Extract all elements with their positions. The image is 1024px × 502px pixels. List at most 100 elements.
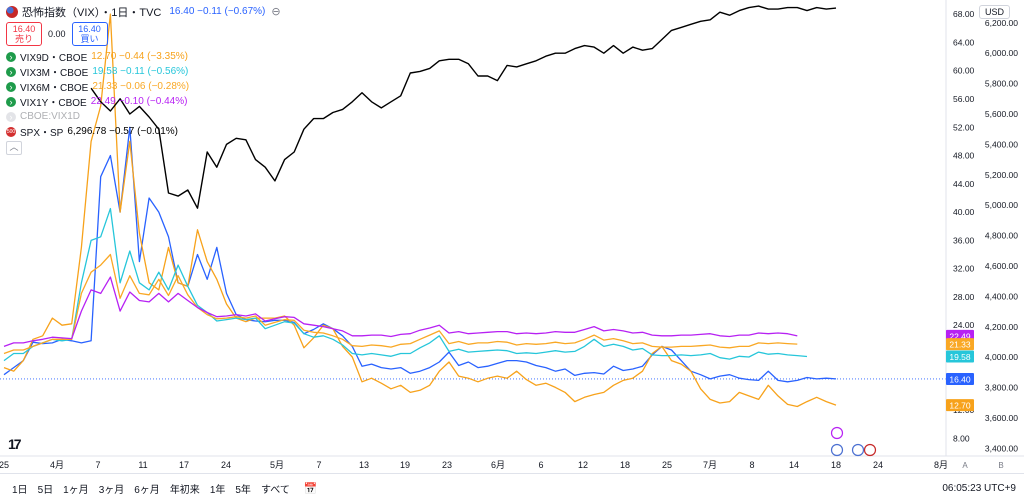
series-line	[3, 13, 837, 408]
y-tick-label: 44.00	[953, 179, 975, 189]
y2-tick-label: 4,800.00	[985, 231, 1018, 241]
x-tick-label: 23	[442, 460, 452, 470]
x-tick-label: 18	[831, 460, 841, 470]
price-label: 12.70	[949, 401, 971, 411]
y2-tick-label: 5,200.00	[985, 170, 1018, 180]
price-label-box	[946, 372, 974, 385]
legend-name: VIX1Y・CBOE	[20, 98, 87, 109]
y2-tick-label: 5,400.00	[985, 139, 1018, 149]
x-tick-label: 18	[620, 460, 630, 470]
x-tick-label: 24	[221, 460, 231, 470]
legend-item[interactable]: › CBOE:VIX1D	[6, 109, 281, 124]
price-label: 22.49	[949, 331, 971, 341]
x-tick-label: 8月	[934, 460, 948, 470]
y-tick-label: 60.00	[953, 66, 975, 76]
legend-item[interactable]: › VIX6M・CBOE 21.33 −0.06 (−0.28%)	[6, 79, 281, 94]
legend-item[interactable]: › VIX1Y・CBOE 22.49 −0.10 (−0.44%)	[6, 94, 281, 109]
price-label-box	[946, 350, 974, 363]
x-tick-label: 5月	[270, 460, 284, 470]
timeframe-button[interactable]: すべて	[260, 484, 290, 496]
y-tick-label: 56.00	[953, 94, 975, 104]
y2-tick-label: 3,600.00	[985, 413, 1018, 423]
x-tick-label: 13	[359, 460, 369, 470]
timeframe-button[interactable]: 3ヶ月	[98, 484, 125, 496]
x-tick-label: 25	[0, 460, 9, 470]
y2-tick-label: 4,200.00	[985, 322, 1018, 332]
collapse-legend-icon[interactable]: ︿	[6, 141, 22, 155]
y-tick-label: 36.00	[953, 235, 975, 245]
series-arrow-icon: ›	[6, 111, 16, 122]
x-tick-label: 6	[538, 460, 543, 470]
y-tick-label: 8.00	[953, 433, 970, 443]
x-tick-label: 12	[578, 460, 588, 470]
chart-legend: 恐怖指数（VIX）・1日・TVC 16.40 −0.11 (−0.67%) ⊖ …	[6, 4, 281, 155]
log-scale-icon: B	[998, 461, 1003, 470]
y2-tick-label: 5,600.00	[985, 109, 1018, 119]
y2-tick-label: 4,000.00	[985, 352, 1018, 362]
x-tick-label: 7	[95, 460, 100, 470]
auto-scale-icon: A	[962, 461, 968, 470]
x-tick-label: 4月	[50, 460, 64, 470]
series-arrow-icon: ›	[6, 81, 16, 92]
y-tick-label: 52.00	[953, 122, 975, 132]
currency-selector[interactable]: USD	[978, 5, 1010, 19]
y2-tick-label: 4,400.00	[985, 291, 1018, 301]
main-symbol-row[interactable]: 恐怖指数（VIX）・1日・TVC 16.40 −0.11 (−0.67%) ⊖	[6, 4, 281, 19]
x-tick-label: 17	[179, 460, 189, 470]
legend-name: VIX6M・CBOE	[20, 83, 89, 94]
y-tick-label: 24.00	[953, 320, 975, 330]
legend-value: 21.33 −0.06 (−0.28%)	[92, 81, 190, 92]
timeframe-button[interactable]: 6ヶ月	[134, 484, 160, 496]
tradingview-logo-icon[interactable]: 17	[8, 436, 22, 452]
legend-value: 12.70 −0.44 (−3.35%)	[91, 51, 188, 62]
legend-value: 22.49 −0.10 (−0.44%)	[90, 96, 188, 107]
y-tick-label: 64.00	[953, 37, 975, 47]
legend-item[interactable]: › VIX9D・CBOE 12.70 −0.44 (−3.35%)	[6, 49, 281, 64]
sell-button[interactable]: 16.40 売り	[6, 22, 42, 46]
timeframe-button[interactable]: 5年	[235, 484, 251, 496]
timeframe-button[interactable]: 5日	[37, 484, 54, 496]
symbol-title[interactable]: 恐怖指数（VIX）・1日・TVC	[22, 6, 162, 19]
buy-button[interactable]: 16.40 買い	[71, 22, 108, 46]
calendar-icon[interactable]: 📅	[303, 482, 318, 495]
legend-item[interactable]: › VIX3M・CBOE 19.58 −0.11 (−0.56%)	[6, 64, 281, 79]
series-arrow-icon: ›	[6, 51, 16, 62]
timeframe-button[interactable]: 1日	[12, 484, 28, 496]
timeframe-button[interactable]: 年初来	[169, 484, 200, 496]
legend-name: VIX3M・CBOE	[20, 68, 89, 79]
sp500-icon: 500	[6, 126, 16, 137]
y-tick-label: 68.00	[953, 9, 975, 19]
x-tick-label: 25	[662, 460, 672, 470]
series-arrow-icon: ›	[6, 66, 16, 77]
legend-name: SPX・SP	[20, 128, 64, 139]
event-marker-icon	[863, 443, 877, 457]
y-tick-label: 40.00	[953, 207, 975, 217]
chart-axes: 25 4月 7 11 17 24 5月 7 13 19 23 6月 6 12 18 25 7月 8 14 18 24 8月…	[0, 0, 1024, 470]
price-label-box	[946, 399, 974, 412]
us-flag-icon	[6, 5, 18, 18]
x-tick-label: 6月	[491, 460, 505, 470]
price-label-box	[946, 338, 974, 351]
series-line	[3, 207, 808, 362]
bottom-toolbar: 1日 5日 1ヶ月 3ヶ月 6ヶ月 年初来 1年 5年 すべて 📅 06:05:23 UTC+9	[0, 473, 1024, 502]
y2-tick-label: 3,800.00	[985, 383, 1018, 393]
y2-tick-label: 3,400.00	[985, 443, 1018, 453]
series-line	[3, 126, 837, 383]
x-tick-label: 19	[400, 460, 410, 470]
price-label: 16.40	[949, 374, 971, 384]
symbol-change: −0.11 (−0.67%)	[197, 6, 266, 17]
price-label: 21.33	[949, 340, 971, 350]
x-tick-label: 7月	[703, 460, 717, 470]
event-marker-icon	[830, 443, 844, 457]
y2-tick-label: 6,200.00	[985, 18, 1018, 28]
x-tick-label: 14	[789, 460, 799, 470]
clock[interactable]: 06:05:23 UTC+9	[942, 482, 1016, 494]
spread: 0.00	[48, 29, 66, 39]
timeframe-button[interactable]: 1ヶ月	[63, 484, 89, 496]
x-tick-label: 8	[749, 460, 754, 470]
legend-item[interactable]: 500 SPX・SP 6,296.78 −0.57 (−0.01%)	[6, 124, 281, 139]
series-line	[3, 276, 798, 348]
timeframe-button[interactable]: 1年	[209, 484, 226, 496]
settings-icon[interactable]: ⊖	[271, 6, 281, 18]
y-tick-label: 28.00	[953, 292, 975, 302]
